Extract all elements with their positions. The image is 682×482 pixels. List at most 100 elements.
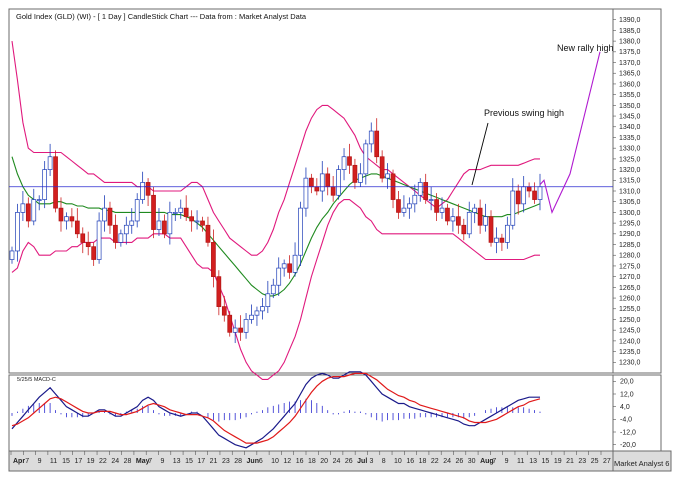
swing-high-pointer xyxy=(471,122,489,186)
candle xyxy=(15,203,20,262)
candle xyxy=(134,193,140,228)
date-tick-label: 16 xyxy=(296,458,304,465)
watermark-text: Market Analyst 6 xyxy=(614,459,669,468)
candle xyxy=(483,203,488,232)
candle xyxy=(145,178,151,206)
price-tick-label: 1280,0 xyxy=(619,253,641,260)
date-tick-label: 17 xyxy=(197,458,205,465)
price-tick-label: 1330,0 xyxy=(619,146,641,153)
candle xyxy=(91,242,96,266)
price-tick-label: 1365,0 xyxy=(619,71,641,78)
price-tick-label: 1390,0 xyxy=(619,17,641,24)
date-tick-label: 9 xyxy=(505,458,509,465)
candle xyxy=(123,216,129,245)
candle xyxy=(368,122,374,153)
date-tick-label: 26 xyxy=(345,458,353,465)
candle xyxy=(232,319,238,344)
candle xyxy=(407,197,412,219)
date-tick-label: Aug xyxy=(480,458,494,465)
macd-lines xyxy=(11,371,541,449)
macd-indicator-label: 5/25/5 MACD-C xyxy=(17,377,56,383)
candle xyxy=(417,178,423,202)
candle xyxy=(80,227,86,254)
date-tick-label: 22 xyxy=(99,458,107,465)
candle xyxy=(445,203,450,226)
price-tick-label: 1320,0 xyxy=(619,167,641,174)
candle xyxy=(183,195,189,221)
price-tick-label: 1260,0 xyxy=(619,295,641,302)
candle xyxy=(396,191,401,219)
candle xyxy=(25,197,31,228)
price-tick-label: 1265,0 xyxy=(619,285,641,292)
candle xyxy=(254,306,260,326)
macd-tick-label: 20,0 xyxy=(620,379,634,386)
candle xyxy=(428,186,434,211)
candle xyxy=(107,201,113,234)
candle xyxy=(439,197,445,219)
price-tick-label: 1380,0 xyxy=(619,39,641,46)
candle xyxy=(47,143,53,177)
date-tick-label: Apr xyxy=(13,458,25,465)
date-tick-label: Jun xyxy=(247,458,259,465)
candle xyxy=(102,195,107,232)
candle xyxy=(156,208,162,236)
candle xyxy=(423,173,429,204)
macd-signal-line xyxy=(11,372,541,444)
candle xyxy=(494,227,499,254)
candle xyxy=(249,304,254,324)
candle xyxy=(352,158,358,189)
candle xyxy=(466,201,472,239)
price-tick-label: 1230,0 xyxy=(619,360,641,367)
date-tick-label: 21 xyxy=(210,458,218,465)
annotation-previous-swing-high: Previous swing high xyxy=(484,108,564,118)
date-tick-label: 22 xyxy=(431,458,439,465)
candle xyxy=(281,259,287,277)
date-tick-label: 24 xyxy=(111,458,119,465)
price-tick-label: 1355,0 xyxy=(619,92,641,99)
candle xyxy=(532,182,537,204)
date-tick-label: 7 xyxy=(148,458,152,465)
price-tick-label: 1375,0 xyxy=(619,49,641,56)
date-tick-label: 6 xyxy=(259,458,263,465)
macd-axis-strip xyxy=(612,374,662,452)
price-tick-label: 1270,0 xyxy=(619,274,641,281)
price-tick-label: 1235,0 xyxy=(619,349,641,356)
price-tick-label: 1290,0 xyxy=(619,231,641,238)
macd-tick-label: -4,0 xyxy=(620,417,632,424)
candle xyxy=(194,210,200,230)
candle xyxy=(205,216,211,247)
date-tick-label: 9 xyxy=(161,458,165,465)
candle xyxy=(211,229,216,288)
candle xyxy=(412,184,418,213)
date-tick-label: 15 xyxy=(62,458,70,465)
date-tick-label: 24 xyxy=(333,458,341,465)
date-tick-label: 19 xyxy=(87,458,95,465)
price-tick-label: 1325,0 xyxy=(619,156,641,163)
price-tick-label: 1360,0 xyxy=(619,81,641,88)
candle xyxy=(319,161,325,202)
date-tick-label: 10 xyxy=(271,458,279,465)
candle xyxy=(113,214,118,249)
candle xyxy=(363,139,369,185)
candle xyxy=(85,231,91,256)
date-tick-label: 20 xyxy=(320,458,328,465)
date-tick-label: 15 xyxy=(185,458,193,465)
price-tick-label: 1350,0 xyxy=(619,103,641,110)
candle xyxy=(140,171,145,204)
price-tick-label: 1275,0 xyxy=(619,263,641,270)
date-tick-label: 25 xyxy=(591,458,599,465)
date-tick-label: 18 xyxy=(419,458,427,465)
date-tick-label: 15 xyxy=(542,458,550,465)
price-tick-label: 1295,0 xyxy=(619,221,641,228)
candle xyxy=(341,148,347,181)
candle xyxy=(276,257,282,296)
price-tick-label: 1310,0 xyxy=(619,188,641,195)
candle xyxy=(515,184,521,215)
watermark-box xyxy=(612,450,672,472)
candle xyxy=(336,165,341,200)
candle xyxy=(379,150,385,183)
date-tick-label: 30 xyxy=(468,458,476,465)
date-tick-label: 16 xyxy=(406,458,414,465)
candle xyxy=(472,203,478,224)
